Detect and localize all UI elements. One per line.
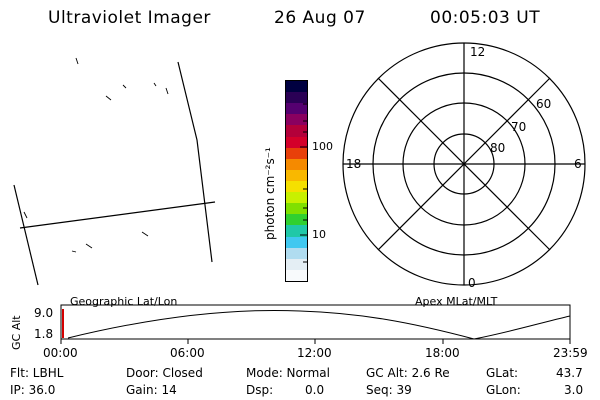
seq-status: Seq: 39 — [366, 383, 412, 397]
timeline-y-top: 9.0 — [34, 306, 54, 320]
polar-diagonal-2 — [377, 77, 551, 251]
colorbar-segment — [286, 247, 307, 259]
colorbar-segment — [286, 158, 307, 170]
colorbar-segment — [286, 180, 307, 193]
colorbar-segment — [286, 136, 307, 148]
colorbar-segment — [286, 147, 307, 159]
instrument-title: Ultraviolet Imager — [48, 8, 211, 28]
glon-label: GLon: — [486, 383, 521, 397]
coastline-fragments — [23, 57, 169, 253]
meridian-line-left — [13, 184, 39, 286]
colorbar-segment — [286, 92, 307, 104]
polar-label-top: 12 — [470, 45, 486, 59]
current-time-marker — [62, 309, 64, 338]
colorbar-segment — [286, 236, 307, 248]
colorbar-segment — [286, 192, 307, 204]
time-tick-0000: 00:00 — [43, 346, 78, 360]
colorbar-segment — [286, 81, 307, 93]
colorbar-segment — [286, 125, 307, 137]
time-tick-2359: 23:59 — [553, 346, 588, 360]
colorbar-segment — [286, 258, 307, 270]
observation-time: 00:05:03 UT — [430, 8, 541, 28]
latitude-line — [19, 201, 216, 229]
timeline-y-bottom: 1.8 — [34, 327, 54, 341]
colorbar-segment — [286, 225, 307, 237]
time-tick-1800: 18:00 — [425, 346, 460, 360]
colorbar-tick-100: 100 — [312, 140, 333, 153]
colorbar-segment — [286, 103, 307, 115]
colorbar — [285, 80, 308, 282]
glon-value: 3.0 — [564, 383, 584, 397]
dsp-value: 0.0 — [305, 383, 325, 397]
colorbar-tick-10: 10 — [312, 228, 326, 241]
gc-alt-status: GC Alt: 2.6 Re — [366, 366, 450, 380]
colorbar-segment — [286, 214, 307, 226]
ip-status: IP: 36.0 — [10, 383, 56, 397]
door-status: Door: Closed — [126, 366, 203, 380]
dsp-label: Dsp: — [246, 383, 274, 397]
polar-label-bottom: 0 — [468, 276, 476, 290]
filter-status: Flt: LBHL — [10, 366, 64, 380]
polar-lat-label-70: 70 — [511, 120, 527, 134]
gain-status: Gain: 14 — [126, 383, 177, 397]
time-tick-0600: 06:00 — [170, 346, 205, 360]
timeline-frame — [60, 304, 571, 340]
meridian-line-right — [177, 61, 213, 263]
polar-lat-label-60: 60 — [536, 97, 552, 111]
colorbar-segment — [286, 269, 307, 281]
altitude-curve — [67, 309, 571, 340]
polar-lat-label-80: 80 — [490, 141, 506, 155]
glat-label: GLat: — [486, 366, 519, 380]
glat-value: 43.7 — [556, 366, 583, 380]
mode-status: Mode: Normal — [246, 366, 330, 380]
colorbar-segment — [286, 169, 307, 181]
polar-label-left: 18 — [346, 157, 362, 171]
polar-label-right: 6 — [574, 157, 582, 171]
time-tick-1200: 12:00 — [297, 346, 332, 360]
colorbar-segment — [286, 114, 307, 126]
observation-date: 26 Aug 07 — [274, 8, 366, 28]
colorbar-segment — [286, 203, 307, 215]
